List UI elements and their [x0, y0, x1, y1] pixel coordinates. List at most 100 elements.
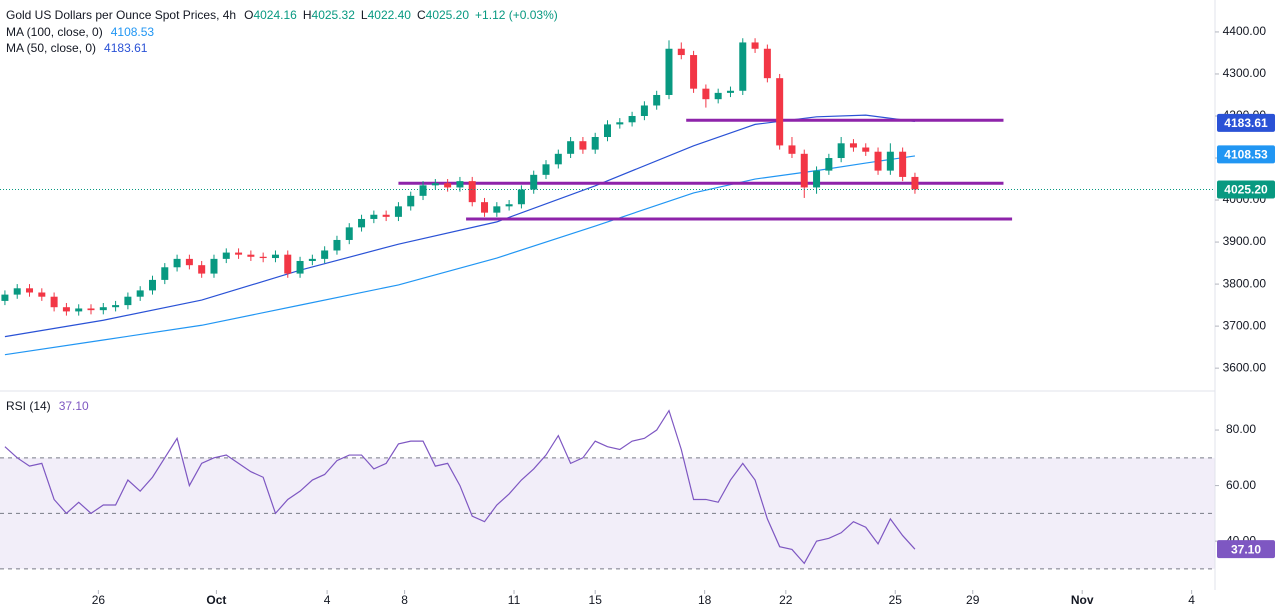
candle-body	[505, 204, 513, 207]
candle-body	[87, 308, 95, 311]
candle-body	[788, 145, 796, 154]
candle-body	[886, 151, 894, 171]
candle-body	[456, 181, 464, 188]
ohlc-value: 4025.32	[312, 8, 356, 22]
legend-entry: MA (50, close, 0) 4183.61	[6, 41, 148, 55]
candle-body	[481, 202, 489, 213]
candle-body	[407, 195, 415, 207]
candle-body	[628, 115, 636, 123]
rsi-line	[4, 409, 916, 565]
candle-body	[333, 239, 341, 251]
candle-body	[358, 218, 366, 228]
x-tick-label: 29	[966, 593, 980, 607]
candle-body	[604, 124, 611, 138]
candle-body	[690, 55, 698, 89]
candle-body	[751, 42, 759, 49]
rsi-y-tick-label: 60.00	[1226, 478, 1256, 492]
candle-body	[235, 252, 243, 255]
candle-body	[394, 206, 402, 217]
rsi-value: 37.10	[59, 399, 89, 413]
candle-body	[677, 48, 685, 56]
candle-body	[173, 258, 181, 268]
last-price-badge-bg	[1217, 180, 1275, 199]
rsi-badge: 37.10	[1231, 542, 1261, 556]
legend-value: 4183.61	[104, 41, 148, 55]
plot-area	[0, 38, 1215, 570]
candle-body	[50, 296, 58, 308]
ohlc-value: 4025.20	[426, 8, 470, 22]
candle-body	[825, 158, 833, 171]
candle-body	[1, 294, 9, 301]
candle-body	[517, 189, 525, 205]
candle-body	[837, 143, 845, 159]
ma-price-badge-bg	[1217, 113, 1275, 132]
candle-body	[308, 258, 316, 261]
candle-body	[210, 258, 218, 274]
candle-body	[911, 176, 919, 190]
y-tick-label: 3700.00	[1223, 318, 1267, 332]
rsi-badge-bg	[1217, 540, 1275, 559]
candle-body	[554, 153, 562, 165]
y-tick-label: 4300.00	[1223, 66, 1267, 80]
candle-body	[321, 250, 329, 259]
candle-body	[148, 279, 156, 291]
x-tick-label: 26	[92, 593, 106, 607]
x-tick-label: 8	[401, 593, 408, 607]
candle-body	[136, 290, 144, 297]
candle-body	[800, 153, 808, 188]
x-tick-label: 4	[324, 593, 331, 607]
x-tick-label: 4	[1188, 593, 1195, 607]
ohlc-key: H	[303, 8, 312, 22]
candle-body	[616, 122, 624, 125]
legend-entry: MA (100, close, 0) 4108.53	[6, 25, 154, 39]
candle-body	[726, 90, 734, 93]
candle-body	[899, 151, 907, 177]
change: +1.12 (+0.03%)	[475, 8, 558, 22]
candle-body	[296, 260, 304, 274]
candle-body	[161, 267, 169, 280]
candle-body	[259, 256, 267, 259]
chart-title: Gold US Dollars per Ounce Spot Prices, 4…	[6, 8, 236, 22]
ma-price-badge-bg	[1217, 145, 1275, 164]
candle-body	[75, 308, 83, 312]
candle-body	[370, 214, 378, 219]
rsi-legend: RSI (14) 37.10	[6, 399, 89, 413]
candle-body	[874, 151, 882, 171]
x-tick-label: Nov	[1071, 593, 1094, 607]
candle-body	[591, 137, 599, 150]
candle-body	[185, 258, 193, 266]
candle-body	[665, 48, 673, 95]
y-tick-label: 3800.00	[1223, 276, 1267, 290]
ohlc-key: C	[417, 8, 426, 22]
y-tick-label: 4400.00	[1223, 24, 1267, 38]
candle-body	[813, 170, 821, 188]
candle-body	[345, 227, 353, 240]
ohlc-value: 4024.16	[253, 8, 297, 22]
ohlc-key: O	[244, 8, 253, 22]
candle-body	[247, 254, 255, 257]
candle-body	[530, 174, 538, 190]
candle-body	[99, 307, 107, 311]
header: Gold US Dollars per Ounce Spot Prices, 4…	[6, 8, 558, 22]
candle-body	[419, 185, 427, 196]
ohlc-value: 4022.40	[368, 8, 412, 22]
candle-body	[640, 105, 648, 116]
candle-body	[124, 296, 132, 306]
candle-body	[579, 141, 587, 150]
candle-body	[849, 143, 857, 148]
last-price-badge: 4025.20	[1224, 183, 1268, 197]
candle-body	[222, 252, 230, 259]
y-tick-label: 3900.00	[1223, 234, 1267, 248]
candle-body	[13, 288, 21, 295]
candle-body	[468, 181, 476, 203]
candle-body	[112, 305, 120, 308]
candle-body	[567, 141, 575, 154]
x-tick-label: 25	[889, 593, 903, 607]
candle-body	[739, 42, 747, 91]
candle-body	[776, 78, 784, 146]
candle-body	[271, 254, 279, 259]
candle-body	[26, 288, 34, 293]
candle-body	[763, 48, 771, 79]
candle-body	[284, 254, 292, 274]
ma-price-badge: 4183.61	[1224, 116, 1268, 130]
